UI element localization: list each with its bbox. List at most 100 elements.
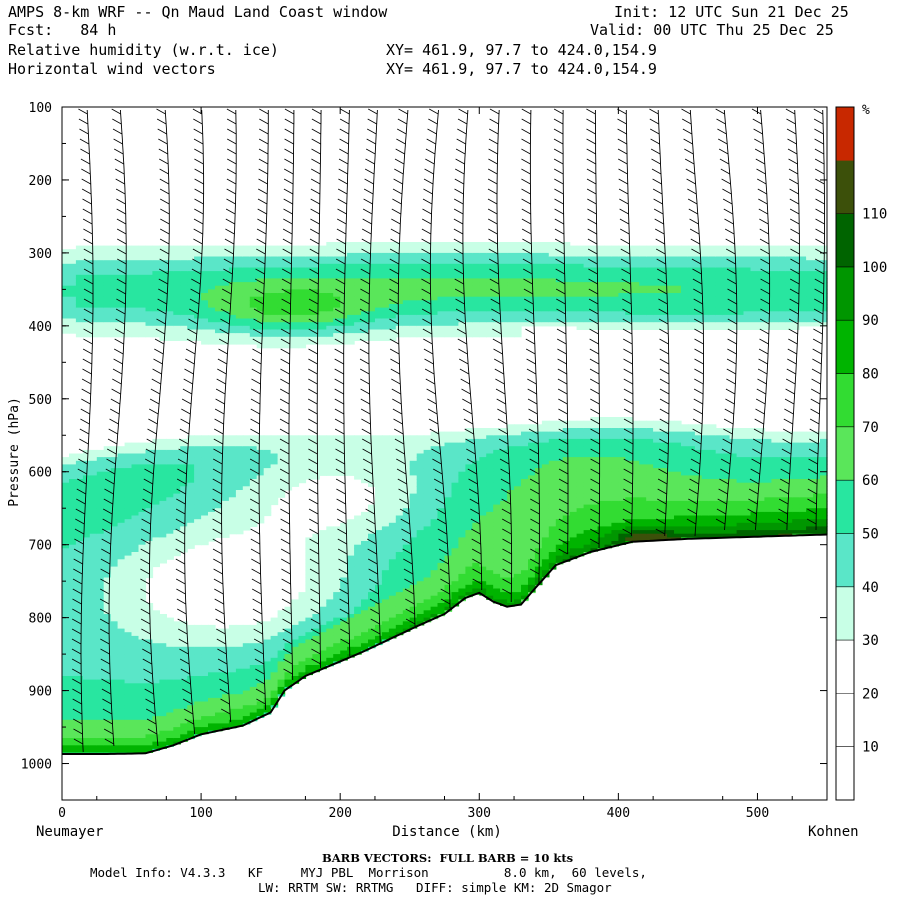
rh-cell: [187, 493, 195, 498]
rh-cell: [82, 621, 91, 626]
rh-cell: [89, 643, 98, 648]
rh-cell: [145, 271, 154, 276]
rh-cell: [222, 296, 230, 301]
rh-cell: [249, 322, 258, 327]
rh-cell: [117, 311, 126, 316]
rh-cell: [75, 624, 84, 630]
rh-cell: [222, 453, 230, 458]
rh-cell: [152, 738, 160, 743]
rh-cell: [215, 712, 223, 717]
rh-cell: [187, 727, 195, 732]
rh-cell: [347, 289, 355, 294]
rh-cell: [319, 289, 327, 294]
rh-cell: [89, 471, 98, 476]
rh-cell: [208, 304, 216, 309]
rh-cell: [180, 252, 188, 258]
rh-cell: [138, 614, 147, 619]
rh-cell: [395, 260, 404, 265]
rh-cell: [375, 559, 383, 564]
rh-cell: [361, 457, 369, 462]
rh-cell: [312, 559, 320, 564]
rh-cell: [62, 683, 70, 688]
rh-cell: [131, 504, 140, 509]
rh-cell: [131, 541, 140, 546]
rh-cell: [263, 708, 272, 713]
rh-cell: [159, 697, 167, 703]
rh-cell: [312, 435, 320, 440]
rh-cell: [368, 285, 376, 290]
rh-cell: [361, 260, 369, 265]
rh-cell: [298, 245, 307, 250]
rh-cell: [312, 271, 320, 276]
rh-cell: [242, 464, 251, 469]
rh-cell: [187, 526, 195, 531]
rh-cell: [215, 522, 223, 527]
rh-cell: [75, 263, 84, 268]
rh-cell: [117, 329, 126, 334]
rh-cell: [291, 468, 300, 473]
rh-cell: [166, 475, 174, 480]
rh-cell: [430, 541, 439, 546]
rh-cell: [395, 304, 404, 309]
rh-cell: [388, 333, 397, 338]
rh-cell: [395, 584, 404, 589]
rh-cell: [242, 304, 251, 309]
rh-cell: [166, 646, 174, 651]
rh-cell: [340, 617, 348, 622]
rh-cell: [103, 727, 112, 732]
rh-cell: [208, 624, 216, 630]
rh-cell: [381, 263, 390, 268]
rh-cell: [145, 300, 154, 305]
rh-cell: [96, 267, 105, 272]
rh-cell: [201, 460, 209, 465]
rh-cell: [138, 482, 147, 487]
rh-cell: [284, 263, 293, 268]
rh-cell: [423, 457, 432, 462]
rh-cell: [131, 460, 140, 465]
rh-cell: [110, 490, 119, 495]
rh-cell: [152, 537, 160, 542]
rh-cell: [124, 530, 133, 535]
rh-cell: [388, 475, 397, 480]
rh-cell: [298, 464, 307, 469]
rh-cell: [437, 610, 446, 615]
field-label-rh: Relative humidity (w.r.t. ice): [8, 41, 279, 59]
rh-cell: [402, 570, 411, 575]
rh-cell: [96, 325, 105, 330]
rh-cell: [194, 435, 202, 440]
rh-cell: [305, 570, 313, 575]
rh-cell: [145, 249, 154, 254]
rh-cell: [117, 508, 126, 513]
rh-cell: [375, 490, 383, 495]
rh-cell: [416, 453, 425, 458]
rh-cell: [215, 340, 223, 345]
rh-cell: [361, 278, 369, 283]
rh-cell: [388, 242, 397, 247]
rh-cell: [110, 457, 119, 462]
rh-cell: [131, 500, 140, 506]
rh-cell: [69, 694, 77, 699]
rh-cell: [312, 453, 320, 458]
rh-cell: [201, 500, 209, 506]
rh-cell: [298, 460, 307, 465]
rh-cell: [96, 686, 105, 692]
rh-cell: [89, 621, 98, 626]
rh-cell: [103, 300, 112, 305]
rh-cell: [242, 497, 251, 502]
rh-cell: [256, 252, 265, 258]
rh-cell: [409, 555, 418, 560]
rh-cell: [228, 318, 237, 323]
rh-cell: [110, 314, 119, 320]
rh-cell: [62, 727, 70, 732]
rh-cell: [96, 490, 105, 495]
rh-cell: [298, 340, 307, 345]
rh-cell: [256, 278, 265, 283]
rh-cell: [423, 595, 432, 600]
rh-cell: [145, 497, 154, 502]
rh-cell: [201, 705, 209, 710]
rh-cell: [145, 453, 154, 458]
rh-cell: [117, 519, 126, 524]
rh-cell: [305, 581, 313, 586]
rh-cell: [381, 446, 390, 451]
rh-cell: [138, 252, 147, 258]
